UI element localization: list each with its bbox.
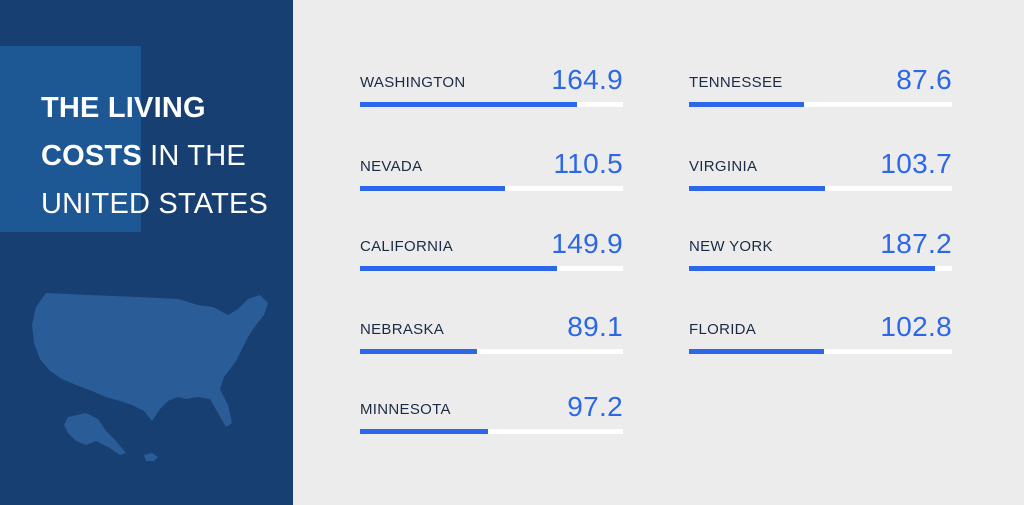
metric-california: CALIFORNIA 149.9	[360, 221, 623, 271]
data-label: 87.6	[896, 64, 952, 95]
left-panel: THE LIVING COSTS IN THE UNITED STATES	[0, 0, 293, 505]
bar	[689, 349, 825, 354]
category-label: NEBRASKA	[360, 321, 445, 338]
category-label: WASHINGTON	[360, 74, 466, 91]
metric-washington: WASHINGTON 164.9	[360, 57, 623, 107]
metric-nevada: NEVADA 110.5	[360, 141, 623, 191]
data-label: 97.2	[567, 391, 623, 422]
bar	[360, 266, 558, 271]
bar-track	[360, 266, 623, 271]
bar-track	[689, 102, 952, 107]
data-label: 149.9	[551, 228, 623, 259]
title-line1: THE LIVING	[41, 92, 206, 124]
category-label: CALIFORNIA	[360, 238, 454, 255]
page-title: THE LIVING COSTS IN THE UNITED STATES	[41, 84, 291, 228]
metric-nebraska: NEBRASKA 89.1	[360, 304, 623, 354]
bar	[689, 266, 936, 271]
bar	[689, 102, 805, 107]
title-line2-normal: IN THE	[141, 140, 246, 172]
data-label: 103.7	[880, 148, 952, 179]
category-label: NEVADA	[360, 158, 423, 175]
bar-track	[689, 266, 952, 271]
bar-track	[360, 349, 623, 354]
data-label: 187.2	[880, 228, 952, 259]
category-label: NEW YORK	[689, 238, 773, 255]
metric-florida: FLORIDA 102.8	[689, 304, 952, 354]
metric-virginia: VIRGINIA 103.7	[689, 141, 952, 191]
bar	[689, 186, 826, 191]
data-label: 110.5	[553, 148, 623, 179]
data-label: 164.9	[551, 64, 623, 95]
chart-area: WASHINGTON 164.9 NEVADA 110.5 CALIFORNIA…	[293, 0, 1024, 505]
title-line2-bold: COSTS	[41, 140, 142, 172]
data-label: 102.8	[880, 311, 952, 342]
bar-track	[689, 349, 952, 354]
metric-minnesota: MINNESOTA 97.2	[360, 384, 623, 434]
bar	[360, 429, 488, 434]
category-label: VIRGINIA	[689, 158, 758, 175]
bar-track	[689, 186, 952, 191]
bar-track	[360, 429, 623, 434]
category-label: FLORIDA	[689, 321, 757, 338]
bar-track	[360, 186, 623, 191]
bar	[360, 349, 478, 354]
bar	[360, 102, 577, 107]
metric-tennessee: TENNESSEE 87.6	[689, 57, 952, 107]
category-label: TENNESSEE	[689, 74, 783, 91]
title-accent-block	[0, 46, 141, 232]
metric-new-york: NEW YORK 187.2	[689, 221, 952, 271]
bar-track	[360, 102, 623, 107]
category-label: MINNESOTA	[360, 401, 451, 418]
title-line3: UNITED STATES	[41, 188, 269, 220]
data-label: 89.1	[567, 311, 623, 342]
bar	[360, 186, 506, 191]
usa-map-icon	[32, 293, 268, 461]
